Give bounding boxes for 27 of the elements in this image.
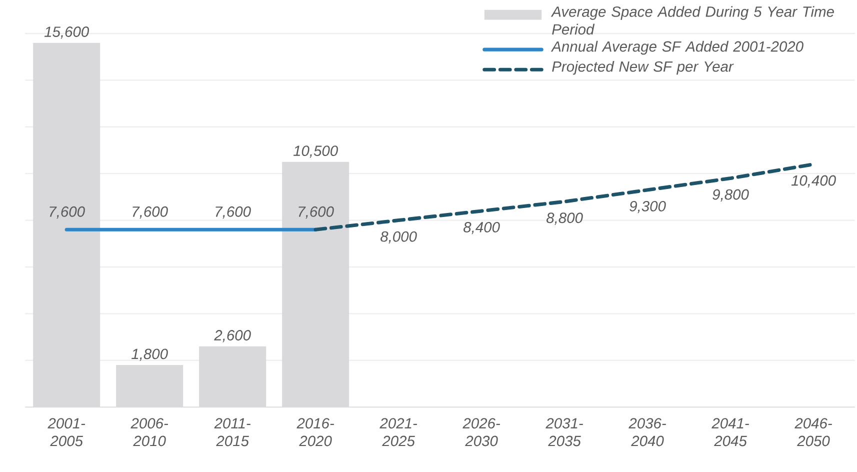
x-tick-label: 2046-2050 [794, 418, 832, 446]
data-label: 9,800 [712, 189, 749, 202]
data-label: 15,600 [44, 26, 89, 39]
data-label: 7,600 [50, 206, 85, 219]
legend-label: Annual Average SF Added 2001-2020 [550, 40, 804, 55]
legend-label: Projected New SF per Year [552, 60, 734, 75]
x-tick-label: 2021-2025 [380, 418, 418, 446]
legend-label: Average Space Added During 5 Year Time Period [550, 6, 834, 35]
data-label: 10,500 [293, 146, 338, 158]
data-label: 2,600 [214, 330, 251, 342]
x-tick-label: 2041-2045 [712, 418, 750, 446]
data-label: 8,400 [464, 222, 500, 234]
x-tick-label: 2036-2040 [628, 418, 666, 446]
data-label: 7,600 [132, 206, 168, 219]
data-label: 8,800 [546, 212, 583, 225]
data-label: 9,300 [630, 200, 666, 214]
data-label: 1,800 [132, 348, 168, 361]
x-tick-label: 2011-2015 [214, 418, 251, 446]
data-label: 8,000 [380, 231, 417, 244]
data-label: 7,600 [216, 206, 251, 219]
x-tick-label: 2031-2035 [546, 418, 584, 446]
x-tick-label: 2001-2005 [48, 418, 86, 446]
data-label: 7,600 [298, 206, 334, 219]
x-tick-label: 2016-2020 [296, 418, 334, 446]
data-label: 10,400 [791, 175, 836, 188]
x-tick-label: 2026-2030 [462, 418, 500, 446]
x-tick-label: 2006-2010 [130, 418, 168, 446]
